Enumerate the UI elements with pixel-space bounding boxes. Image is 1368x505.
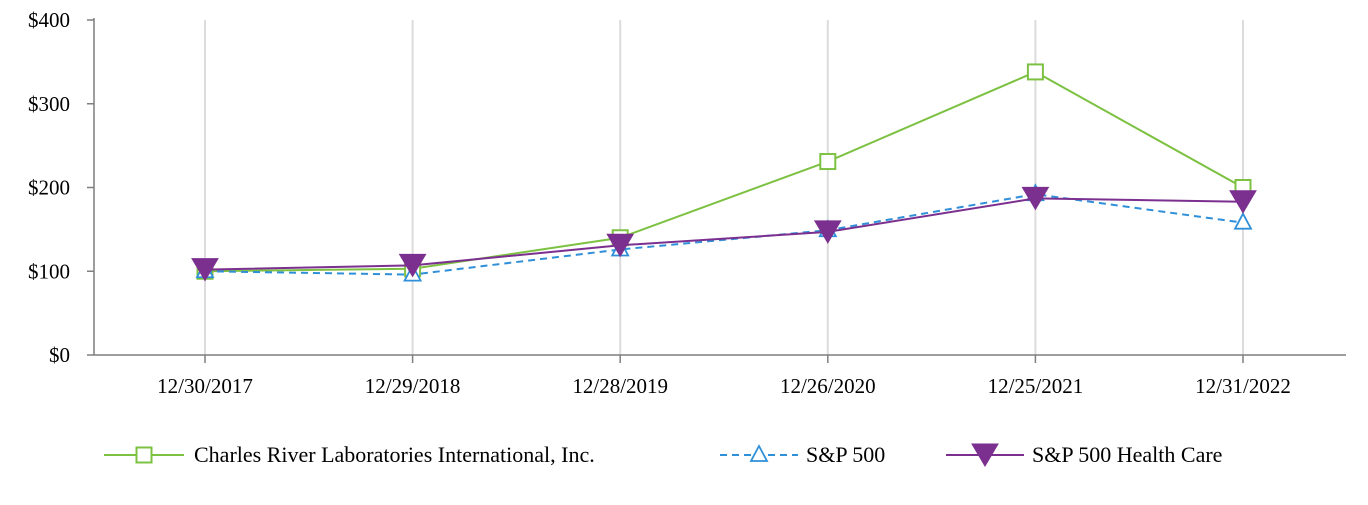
axis-layer: $0 $100 $200 $300 $400 12/30/2017 12/29/2018 12… — [28, 8, 1346, 398]
legend-swatch-marker-2 — [971, 443, 999, 467]
y-tick-label-1: $100 — [28, 259, 70, 283]
legend-swatch-marker-1 — [749, 444, 769, 462]
series-2-line — [204, 197, 1244, 271]
series-1-point-5 — [1233, 211, 1253, 230]
legend-swatch-marker-0 — [135, 446, 153, 464]
series-1-line — [204, 193, 1244, 276]
y-tick-label-4: $400 — [28, 8, 70, 32]
y-tick-label-0: $0 — [49, 343, 70, 367]
series-2-point-2 — [606, 233, 635, 258]
y-tick-label-3: $300 — [28, 92, 70, 116]
series-0 — [196, 63, 1252, 280]
y-tick-label-2: $200 — [28, 176, 70, 200]
series-2-point-1 — [398, 253, 427, 278]
legend-item-0: Charles River Laboratories International… — [104, 442, 595, 467]
series-2-point-5 — [1229, 190, 1257, 214]
legend-item-2: S&P 500 Health Care — [946, 442, 1222, 467]
series-2-point-0 — [191, 258, 219, 282]
series-0-point-4 — [1026, 63, 1044, 81]
legend: Charles River Laboratories International… — [104, 442, 1222, 467]
series-0-point-3 — [819, 153, 837, 171]
x-tick-label-3: 12/26/2020 — [780, 374, 876, 398]
series-0-line — [204, 70, 1244, 273]
legend-label-0: Charles River Laboratories International… — [194, 442, 595, 467]
legend-label-2: S&P 500 Health Care — [1032, 442, 1222, 467]
x-tick-label-1: 12/29/2018 — [365, 374, 461, 398]
x-tick-label-4: 12/25/2021 — [988, 374, 1084, 398]
legend-item-1: S&P 500 — [720, 442, 885, 467]
series-2-point-4 — [1021, 186, 1050, 211]
series-2-point-3 — [813, 220, 842, 244]
legend-label-1: S&P 500 — [806, 442, 885, 467]
x-tick-label-5: 12/31/2022 — [1195, 374, 1291, 398]
series-layer — [191, 63, 1257, 282]
x-tick-label-0: 12/30/2017 — [157, 374, 253, 398]
series-2 — [191, 186, 1257, 282]
grid-layer — [204, 20, 1244, 355]
x-tick-label-2: 12/28/2019 — [572, 374, 668, 398]
